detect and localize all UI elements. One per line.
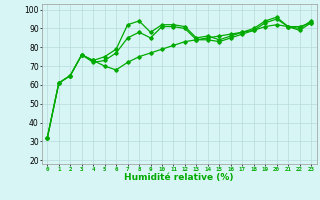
X-axis label: Humidité relative (%): Humidité relative (%) bbox=[124, 173, 234, 182]
